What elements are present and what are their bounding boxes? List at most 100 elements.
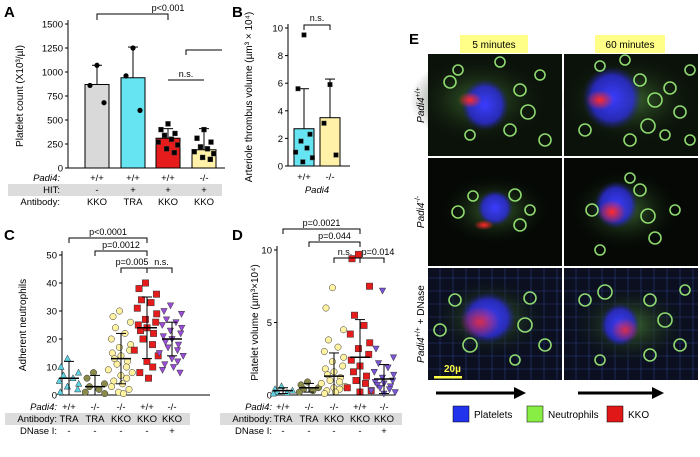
panel-c-data-point: [55, 376, 63, 384]
panel-c-data-point: [176, 369, 184, 377]
row-label-padi4-dnase-treatment: + DNase: [416, 285, 427, 327]
panel-c-data-point: [161, 361, 169, 369]
panel-e-microscopy: 5 minutes 60 minutes: [410, 35, 700, 423]
time-arrow-right-head: [652, 387, 664, 399]
panel-a-data-point: [123, 73, 129, 79]
panel-c-data-point: [145, 374, 152, 382]
panel-d-bracket: [333, 257, 361, 263]
legend-swatch-kko: [606, 405, 624, 423]
neutrophils-ko-5min: [451, 188, 536, 232]
panel-c-annotation: p<0.0001: [89, 227, 127, 237]
panel-b-y-tick-label: 0: [278, 162, 283, 173]
panel-a-y-tick-label: 500: [47, 116, 63, 127]
panel-d-row-value: -: [307, 426, 310, 437]
panel-b-x-tick-label: +/+: [297, 172, 311, 183]
panel-b-y-tick-label: 8: [278, 51, 283, 62]
panel-d-row-value: -/-: [305, 402, 314, 413]
panel-d-data-point: [374, 360, 383, 368]
header-5-minutes: 5 minutes: [472, 40, 515, 51]
panel-a-row-value: +: [165, 185, 171, 196]
panel-d-data-point: [354, 345, 362, 353]
panel-a-row-value: +/+: [161, 173, 175, 184]
panel-a-data-point: [197, 144, 204, 150]
scale-bar-label: 20µ: [444, 364, 461, 375]
panel-a-row-value: +/+: [90, 173, 104, 184]
panel-c-data-point: [168, 355, 176, 363]
panel-d-bracket: [359, 257, 385, 263]
panel-d-row-label: Antibody:: [232, 414, 272, 425]
panel-c-data-point: [178, 324, 186, 332]
panel-label-c: C: [4, 227, 15, 244]
wt-5min-neutrophil: [443, 75, 457, 89]
panel-d-data-point: [320, 348, 328, 355]
panel-d-data-point: [367, 387, 375, 395]
wt-5min-neutrophil: [464, 129, 476, 141]
panel-c-data-point: [162, 316, 171, 324]
wt-60min-neutrophil: [640, 118, 656, 134]
legend-label-neutrophils: Neutrophils: [548, 410, 599, 421]
panel-d-data-point: [269, 389, 277, 397]
panel-a-data-point: [137, 107, 143, 113]
panel-b-annotation-ns: n.s.: [310, 13, 325, 23]
dnase-60min-neutrophil: [594, 354, 606, 366]
panel-d-y-tick-label: 10: [261, 246, 272, 257]
row-label-padi4-dnase-gene: Padi4: [416, 337, 427, 363]
panel-d-data-point: [295, 388, 303, 396]
panel-c-data-point: [127, 318, 134, 326]
panel-d-row-value: KKO: [350, 414, 370, 425]
panel-d-row-value: TRA: [274, 414, 294, 425]
panel-c-data-point: [139, 335, 147, 343]
wt-5min-neutrophil: [520, 104, 536, 120]
panel-d-row-value: +/+: [276, 402, 290, 413]
panel-c-data-point: [108, 383, 115, 391]
panel-d-data-point: [362, 379, 369, 387]
panel-a-y-tick-label: 250: [47, 140, 63, 151]
panel-d-data-point: [326, 377, 334, 384]
micrograph-ko-60min-kko: [598, 200, 626, 224]
panel-a-data-point: [172, 130, 178, 137]
panel-c-data-point: [83, 374, 91, 382]
panel-c-data-point: [120, 390, 127, 398]
panel-c-data-point: [107, 335, 115, 343]
panel-c-data-point: [109, 313, 117, 321]
panel-a-data-point: [211, 150, 217, 157]
panel-a-data-point: [158, 126, 164, 133]
panel-a-bar: [84, 83, 110, 169]
panel-c-data-point: [56, 388, 64, 396]
panel-b-x-axis-label: Padi4: [305, 185, 329, 196]
panel-b-data-point: [298, 138, 304, 144]
panel-d-y-tick-label: 0: [267, 391, 272, 402]
panel-c-data-point: [143, 357, 151, 365]
panel-c-data-point: [74, 385, 82, 393]
panel-c-data-point: [115, 343, 123, 351]
panel-c-row-value: -/-: [168, 402, 177, 413]
panel-c-data-point: [155, 350, 163, 358]
ko-5min-neutrophil: [513, 218, 527, 232]
micrograph-wt-5min-kko: [458, 92, 482, 108]
panel-label-a: A: [4, 4, 15, 21]
wt-60min-neutrophil: [684, 134, 696, 146]
panel-a-row-value: +: [201, 185, 207, 196]
panel-c-data-point: [166, 327, 175, 335]
neutrophils-wt-60min: [578, 54, 696, 147]
panel-a-row-shade: [8, 184, 222, 196]
panel-c-row-value: KKO: [137, 414, 157, 425]
panel-c-data-point: [75, 379, 83, 387]
dnase-5min-neutrophil: [523, 291, 537, 305]
panel-c-data-point: [159, 333, 167, 341]
panel-a-data-point: [201, 126, 207, 133]
panel-c-row-label: DNase I:: [20, 426, 57, 437]
panel-d-annotation: p=0.0021: [303, 218, 341, 228]
wt-60min-neutrophil: [684, 64, 696, 76]
panel-d-data-point: [391, 389, 399, 397]
panel-c-bracket: [68, 237, 148, 243]
dnase-60min-neutrophil: [679, 284, 691, 296]
panel-d-bracket: [282, 228, 361, 234]
panel-d-data-point: [336, 378, 343, 386]
panel-c-data-point: [177, 310, 186, 318]
panel-b-data-point: [295, 86, 301, 92]
panel-a-data-point: [163, 146, 170, 152]
wt-60min-neutrophil: [663, 81, 677, 95]
panel-d-row-value: KKO: [324, 414, 344, 425]
